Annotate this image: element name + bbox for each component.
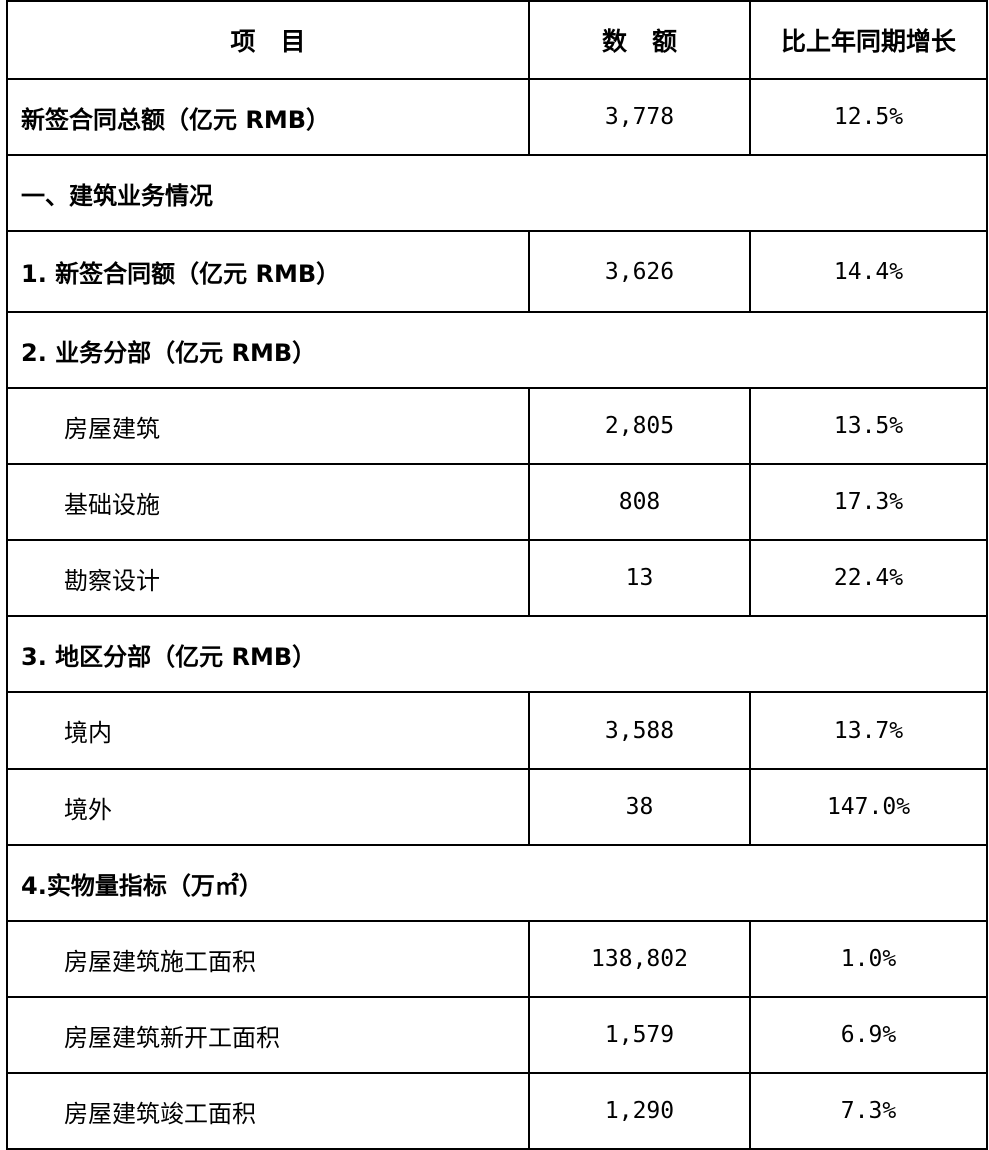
table-row: 房屋建筑竣工面积 1,290 7.3% [6, 1072, 988, 1150]
table-row: 基础设施 808 17.3% [6, 463, 988, 541]
header-growth: 比上年同期增长 [749, 0, 988, 80]
table-row: 房屋建筑施工面积 138,802 1.0% [6, 920, 988, 998]
row-label: 境外 [6, 768, 530, 846]
contract-summary-table: 项 目 数 额 比上年同期增长 新签合同总额（亿元 RMB） 3,778 12.5%… [6, 0, 988, 1150]
section-row: 4.实物量指标（万㎡） [6, 844, 988, 922]
row-growth: 17.3% [749, 463, 988, 541]
row-amount: 808 [528, 463, 751, 541]
row-growth: 13.7% [749, 691, 988, 770]
table-row: 房屋建筑新开工面积 1,579 6.9% [6, 996, 988, 1074]
row-amount: 2,805 [528, 387, 751, 465]
row-growth: 7.3% [749, 1072, 988, 1150]
table-row: 境外 38 147.0% [6, 768, 988, 846]
row-label: 房屋建筑 [6, 387, 530, 465]
row-amount: 138,802 [528, 920, 751, 998]
row-label: 房屋建筑新开工面积 [6, 996, 530, 1074]
section-row: 3. 地区分部（亿元 RMB） [6, 615, 988, 693]
header-amount: 数 额 [528, 0, 751, 80]
row-amount: 3,778 [528, 78, 751, 156]
row-label: 勘察设计 [6, 539, 530, 617]
row-growth: 6.9% [749, 996, 988, 1074]
row-growth: 22.4% [749, 539, 988, 617]
row-amount: 13 [528, 539, 751, 617]
table-row: 境内 3,588 13.7% [6, 691, 988, 770]
section-row: 2. 业务分部（亿元 RMB） [6, 311, 988, 389]
row-amount: 1,290 [528, 1072, 751, 1150]
table-row: 勘察设计 13 22.4% [6, 539, 988, 617]
row-label: 1. 新签合同额（亿元 RMB） [6, 230, 530, 313]
row-amount: 1,579 [528, 996, 751, 1074]
table-row: 1. 新签合同额（亿元 RMB） 3,626 14.4% [6, 230, 988, 313]
row-amount: 3,588 [528, 691, 751, 770]
row-growth: 147.0% [749, 768, 988, 846]
row-label: 房屋建筑竣工面积 [6, 1072, 530, 1150]
row-growth: 14.4% [749, 230, 988, 313]
section-label: 一、建筑业务情况 [6, 154, 988, 232]
row-growth: 13.5% [749, 387, 988, 465]
row-amount: 3,626 [528, 230, 751, 313]
row-label: 基础设施 [6, 463, 530, 541]
section-row: 一、建筑业务情况 [6, 154, 988, 232]
table-row: 房屋建筑 2,805 13.5% [6, 387, 988, 465]
row-label: 新签合同总额（亿元 RMB） [6, 78, 530, 156]
section-label: 4.实物量指标（万㎡） [6, 844, 988, 922]
table-row: 新签合同总额（亿元 RMB） 3,778 12.5% [6, 78, 988, 156]
section-label: 3. 地区分部（亿元 RMB） [6, 615, 988, 693]
header-row: 项 目 数 额 比上年同期增长 [6, 0, 988, 80]
row-growth: 12.5% [749, 78, 988, 156]
row-label: 房屋建筑施工面积 [6, 920, 530, 998]
row-label: 境内 [6, 691, 530, 770]
header-item: 项 目 [6, 0, 530, 80]
row-growth: 1.0% [749, 920, 988, 998]
section-label: 2. 业务分部（亿元 RMB） [6, 311, 988, 389]
row-amount: 38 [528, 768, 751, 846]
